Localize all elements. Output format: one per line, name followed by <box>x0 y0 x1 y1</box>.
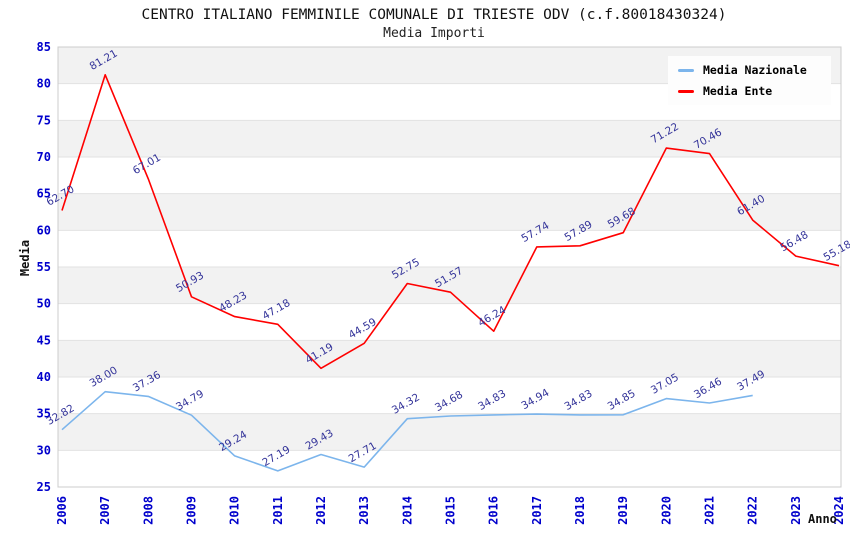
point-label: 55.18 <box>821 238 850 263</box>
point-label: 34.94 <box>519 387 551 413</box>
x-tick-label: 2021 <box>703 496 717 525</box>
x-tick-label: 2011 <box>271 496 285 525</box>
x-tick-label: 2008 <box>141 496 155 525</box>
y-tick-label: 55 <box>37 260 51 274</box>
x-tick-label: 2015 <box>444 496 458 525</box>
y-tick-label: 40 <box>37 370 51 384</box>
y-tick-label: 80 <box>37 77 51 91</box>
plot-band <box>58 193 841 231</box>
point-label: 34.79 <box>174 388 206 413</box>
x-tick-label: 2024 <box>832 496 846 525</box>
media-nazionale-swatch-icon <box>678 68 694 72</box>
series-line-media-nazionale <box>61 390 753 472</box>
series-line-media-ente <box>61 74 840 370</box>
x-tick-label: 2014 <box>400 496 414 525</box>
x-tick-label: 2023 <box>789 496 803 525</box>
chart-subtitle: Media Importi <box>383 26 485 41</box>
point-label: 56.48 <box>778 229 810 254</box>
point-label: 36.46 <box>692 375 724 401</box>
y-tick-label: 25 <box>37 480 51 494</box>
plot-band <box>58 413 841 451</box>
y-tick-label: 75 <box>37 113 51 127</box>
y-tick-label: 60 <box>37 223 51 237</box>
media-ente-swatch-icon <box>678 89 694 93</box>
plot-band <box>58 340 841 377</box>
y-axis-title: Media <box>18 239 32 277</box>
point-label: 34.85 <box>606 387 638 412</box>
y-tick-label: 85 <box>37 40 51 54</box>
x-axis-title: Anno <box>808 512 837 526</box>
plot-band <box>58 267 841 304</box>
legend-label: Media Ente <box>703 84 773 98</box>
legend: Media Nazionale Media Ente <box>668 56 831 105</box>
plot-band <box>58 120 841 157</box>
x-tick-label: 2022 <box>746 496 760 525</box>
x-tick-label: 2009 <box>185 496 199 525</box>
legend-item-media-ente[interactable]: Media Ente <box>678 84 821 98</box>
x-tick-label: 2019 <box>616 496 630 525</box>
point-label: 34.83 <box>562 388 594 413</box>
point-label: 34.32 <box>390 391 422 416</box>
chart-title: CENTRO ITALIANO FEMMINILE COMUNALE DI TR… <box>141 7 727 23</box>
point-label: 46.24 <box>476 304 508 330</box>
x-tick-label: 2012 <box>314 496 328 525</box>
x-tick-label: 2018 <box>573 496 587 525</box>
x-tick-label: 2006 <box>55 496 69 525</box>
y-tick-label: 30 <box>37 443 51 457</box>
y-tick-label: 50 <box>37 297 51 311</box>
x-tick-label: 2016 <box>487 496 501 525</box>
x-tick-label: 2007 <box>98 496 112 525</box>
y-tick-label: 70 <box>37 150 51 164</box>
y-tick-label: 45 <box>37 333 51 347</box>
y-tick-label: 65 <box>37 187 51 201</box>
x-tick-label: 2017 <box>530 496 544 525</box>
legend-item-media-nazionale[interactable]: Media Nazionale <box>678 63 821 77</box>
x-tick-label: 2020 <box>659 496 673 525</box>
point-label: 34.83 <box>476 388 508 413</box>
x-tick-label: 2010 <box>228 496 242 525</box>
y-tick-label: 35 <box>37 407 51 421</box>
plot-border <box>57 46 842 488</box>
x-tick-label: 2013 <box>357 496 371 525</box>
legend-label: Media Nazionale <box>703 63 807 77</box>
point-label: 44.59 <box>347 316 379 341</box>
point-label: 34.68 <box>433 389 465 414</box>
